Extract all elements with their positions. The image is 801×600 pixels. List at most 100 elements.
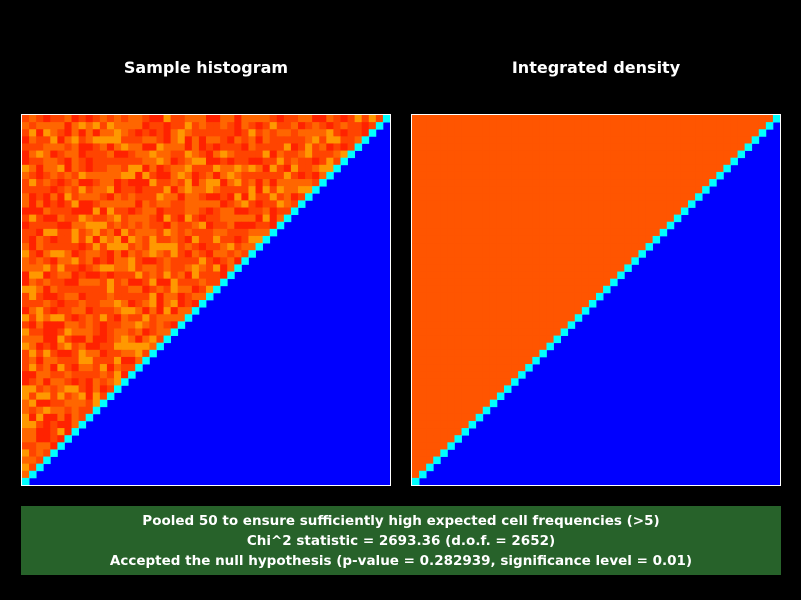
heatmap-cell xyxy=(99,314,108,322)
heatmap-cell xyxy=(85,300,94,308)
heatmap-cell xyxy=(504,314,512,322)
heatmap-cell xyxy=(426,235,434,244)
heatmap-cell xyxy=(504,157,512,166)
heatmap-cell xyxy=(99,243,108,251)
heatmap-cell xyxy=(248,228,256,237)
heatmap-cell xyxy=(412,136,420,144)
heatmap-cell xyxy=(518,328,526,336)
heatmap-cell xyxy=(525,221,533,230)
heatmap-cell xyxy=(206,221,214,230)
heatmap-cell xyxy=(539,342,547,351)
heatmap-cell xyxy=(170,143,179,151)
heatmap-cell xyxy=(241,136,249,144)
heatmap-cell xyxy=(596,157,604,166)
heatmap-cell xyxy=(482,264,491,272)
heatmap-cell xyxy=(50,385,58,393)
heatmap-cell xyxy=(596,285,604,294)
heatmap-cell xyxy=(354,122,363,130)
heatmap-cell xyxy=(603,207,611,216)
heatmap-cell xyxy=(440,356,448,365)
heatmap-cell xyxy=(433,413,441,422)
heatmap-cell xyxy=(567,292,576,301)
heatmap-cell xyxy=(29,456,37,465)
heatmap-cell xyxy=(433,321,441,329)
heatmap-cell xyxy=(135,314,143,322)
heatmap-cell xyxy=(532,214,540,223)
heatmap-cell xyxy=(43,150,51,159)
heatmap-cell xyxy=(482,321,491,329)
heatmap-cell xyxy=(128,285,136,294)
heatmap-cell xyxy=(419,243,427,251)
heatmap-cell xyxy=(135,179,143,187)
heatmap-cell xyxy=(43,307,51,315)
heatmap-cell xyxy=(191,278,200,287)
heatmap-cell xyxy=(461,115,470,123)
heatmap-cell xyxy=(114,285,122,294)
heatmap-cell xyxy=(29,171,37,180)
heatmap-cell xyxy=(276,207,285,216)
heatmap-cell xyxy=(163,278,172,287)
heatmap-cell xyxy=(680,207,689,216)
heatmap-cell xyxy=(489,186,498,194)
heatmap-cell xyxy=(149,349,157,358)
heatmap-cell xyxy=(85,235,94,244)
heatmap-cell xyxy=(64,150,72,159)
heatmap-cell xyxy=(43,136,51,144)
heatmap-cell xyxy=(525,179,533,187)
heatmap-cell xyxy=(645,122,654,130)
heatmap-cell xyxy=(546,243,554,251)
heatmap-cell xyxy=(106,328,115,336)
heatmap-cell xyxy=(64,399,72,408)
heatmap-cell xyxy=(433,356,441,365)
heatmap-cell xyxy=(99,371,108,379)
heatmap-cell xyxy=(737,129,746,137)
heatmap-cell xyxy=(78,321,87,329)
heatmap-cell xyxy=(596,193,604,201)
heatmap-cell xyxy=(475,385,484,393)
heatmap-cell xyxy=(298,115,306,123)
heatmap-cell xyxy=(440,122,448,130)
heatmap-cell xyxy=(191,164,200,173)
heatmap-cell xyxy=(496,321,505,329)
heatmap-cell xyxy=(78,406,87,415)
heatmap-cell xyxy=(638,186,646,194)
heatmap-cell xyxy=(64,228,72,237)
heatmap-cell xyxy=(666,214,675,223)
heatmap-cell xyxy=(290,164,299,173)
heatmap-cell xyxy=(652,207,661,216)
heatmap-cell xyxy=(433,221,441,230)
heatmap-cell xyxy=(85,292,94,301)
heatmap-cell xyxy=(170,136,179,144)
heatmap-cell xyxy=(454,314,462,322)
heatmap-cell xyxy=(36,456,44,465)
heatmap-cell xyxy=(496,157,505,166)
heatmap-cell xyxy=(596,228,604,237)
heatmap-cell xyxy=(504,115,512,123)
heatmap-cell xyxy=(29,356,37,365)
heatmap-cell xyxy=(447,314,455,322)
heatmap-cell xyxy=(532,143,540,151)
heatmap-cell xyxy=(638,250,646,258)
heatmap-cell xyxy=(43,193,51,201)
heatmap-cell xyxy=(43,399,51,408)
heatmap-cell xyxy=(581,271,590,280)
heatmap-cell xyxy=(588,243,597,251)
heatmap-cell xyxy=(412,257,420,265)
heatmap-cell xyxy=(716,129,724,137)
heatmap-cell xyxy=(92,186,101,194)
heatmap-cell xyxy=(234,228,242,237)
heatmap-cell xyxy=(64,207,72,216)
heatmap-cell xyxy=(688,150,696,159)
heatmap-cell xyxy=(50,278,58,287)
heatmap-cell xyxy=(652,200,661,208)
heatmap-cell xyxy=(50,292,58,301)
heatmap-cell xyxy=(461,406,470,415)
heatmap-cell xyxy=(149,157,157,166)
heatmap-cell xyxy=(440,214,448,223)
heatmap-cell xyxy=(468,406,477,415)
heatmap-cell xyxy=(744,136,753,144)
heatmap-cell xyxy=(489,314,498,322)
heatmap-cell xyxy=(468,250,477,258)
heatmap-cell xyxy=(213,278,221,287)
heatmap-cell xyxy=(730,136,738,144)
